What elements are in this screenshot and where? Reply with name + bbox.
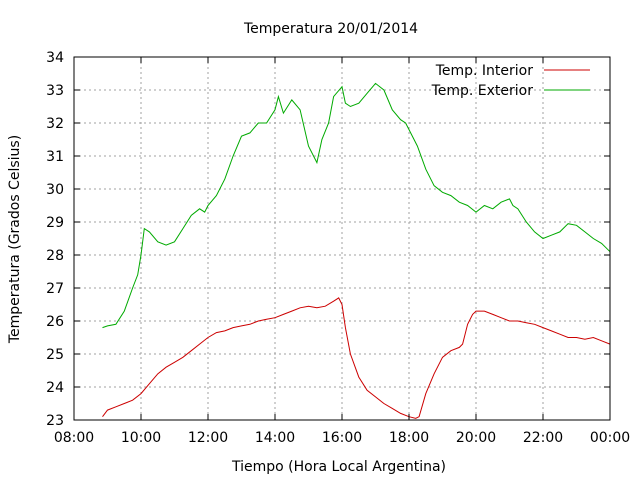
tick-marks bbox=[73, 56, 611, 421]
y-tick-label: 24 bbox=[46, 380, 64, 396]
chart-title: Temperatura 20/01/2014 bbox=[243, 21, 418, 37]
y-tick-label: 25 bbox=[46, 347, 64, 363]
legend-label-exterior: Temp. Exterior bbox=[431, 83, 534, 99]
x-tick-label: 10:00 bbox=[121, 430, 161, 446]
x-tick-label: 08:00 bbox=[54, 430, 94, 446]
y-axis-label: Temperatura (Grados Celsius) bbox=[7, 135, 23, 344]
series-line-interior bbox=[102, 297, 611, 419]
x-tick-label: 16:00 bbox=[322, 430, 362, 446]
y-tick-label: 27 bbox=[46, 281, 64, 297]
y-tick-label: 31 bbox=[46, 149, 64, 165]
grid bbox=[74, 57, 610, 420]
y-tick-label: 29 bbox=[46, 215, 64, 231]
x-tick-label: 22:00 bbox=[523, 430, 563, 446]
y-tick-label: 32 bbox=[46, 116, 64, 132]
x-tick-labels: 08:00 10:00 12:00 14:00 16:00 18:00 20:00 22:00… bbox=[54, 430, 630, 446]
x-tick-label: 20:00 bbox=[456, 430, 496, 446]
x-tick-label: 18:00 bbox=[389, 430, 429, 446]
y-tick-labels: 23 24 25 26 27 28 29 30 31 32 33 34 bbox=[46, 50, 64, 429]
x-tick-label: 12:00 bbox=[188, 430, 228, 446]
legend-label-interior: Temp. Interior bbox=[435, 63, 534, 79]
x-axis-label: Tiempo (Hora Local Argentina) bbox=[231, 459, 446, 475]
y-tick-label: 23 bbox=[46, 413, 64, 429]
y-tick-label: 33 bbox=[46, 83, 64, 99]
x-tick-label: 14:00 bbox=[255, 430, 295, 446]
series-layer bbox=[102, 82, 611, 419]
x-tick-label: 00:00 bbox=[590, 430, 630, 446]
y-tick-label: 26 bbox=[46, 314, 64, 330]
y-tick-label: 30 bbox=[46, 182, 64, 198]
legend: Temp. Interior Temp. Exterior bbox=[431, 63, 590, 99]
y-tick-label: 34 bbox=[46, 50, 64, 66]
y-tick-label: 28 bbox=[46, 248, 64, 264]
series-line-exterior bbox=[102, 82, 611, 329]
